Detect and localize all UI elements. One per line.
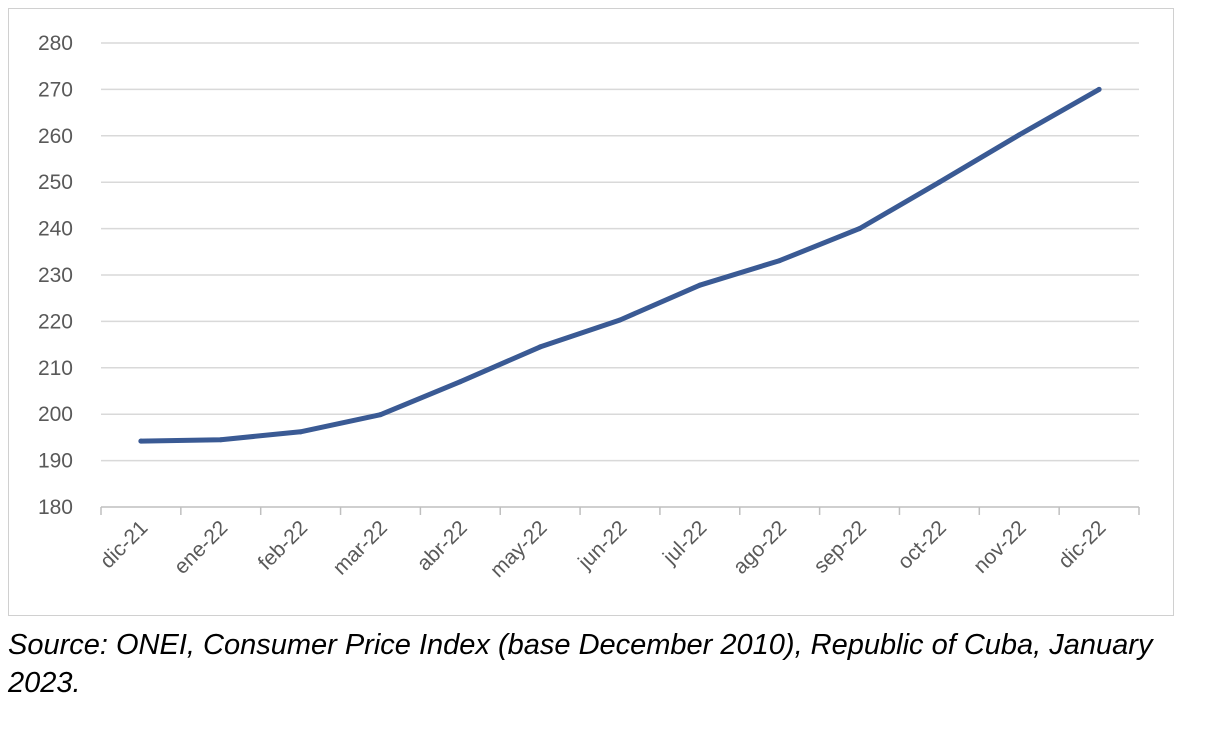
data-point-ene-22 <box>218 437 224 443</box>
series-line-0 <box>138 86 1102 444</box>
x-tick-label-jul-22: jul-22 <box>658 516 711 569</box>
source-caption: Source: ONEI, Consumer Price Index (base… <box>8 629 1153 699</box>
series <box>138 86 1102 444</box>
data-point-may-22 <box>537 344 543 350</box>
x-tick-label-feb-22: feb-22 <box>254 516 312 574</box>
y-tick-label-210: 210 <box>38 357 73 380</box>
y-tick-label-180: 180 <box>38 496 73 519</box>
data-point-abr-22 <box>457 379 463 385</box>
x-tick-label-dic-21: dic-21 <box>96 516 153 573</box>
x-axis-tick-labels: dic-21 ene-22 feb-22 mar-22 abr-22 may-22 jun-… <box>96 516 1111 582</box>
x-tick-label-ago-22: ago-22 <box>729 516 792 579</box>
x-tick-label-jun-22: jun-22 <box>573 516 631 574</box>
chart-frame: 180 190 200 210 220 230 240 250 260 270 280 dic-21… <box>8 8 1174 616</box>
data-point-nov-22 <box>1016 132 1022 138</box>
x-tick-label-may-22: may-22 <box>486 516 552 582</box>
y-tick-label-250: 250 <box>38 171 73 194</box>
y-tick-label-220: 220 <box>38 310 73 333</box>
y-tick-label-200: 200 <box>38 403 73 426</box>
x-tick-label-sep-22: sep-22 <box>809 516 871 578</box>
x-tick-label-oct-22: oct-22 <box>893 516 951 574</box>
x-axis <box>100 506 1140 515</box>
y-tick-label-190: 190 <box>38 450 73 473</box>
x-tick-label-abr-22: abr-22 <box>413 516 472 575</box>
x-tick-label-dic-22: dic-22 <box>1054 516 1111 573</box>
y-tick-label-240: 240 <box>38 218 73 241</box>
x-tick-label-mar-22: mar-22 <box>329 516 392 579</box>
gridlines <box>101 42 1139 462</box>
data-point-dic-21 <box>138 438 144 444</box>
data-point-feb-22 <box>298 429 304 435</box>
x-tick-label-ene-22: ene-22 <box>170 516 233 579</box>
data-point-jun-22 <box>617 317 623 323</box>
data-point-ago-22 <box>777 258 783 264</box>
line-chart: 180 190 200 210 220 230 240 250 260 270 280 dic-21… <box>38 32 1140 582</box>
y-tick-label-260: 260 <box>38 125 73 148</box>
data-point-mar-22 <box>377 412 383 418</box>
y-tick-label-230: 230 <box>38 264 73 287</box>
y-tick-label-270: 270 <box>38 78 73 101</box>
data-point-jul-22 <box>697 282 703 288</box>
y-axis-tick-labels: 180 190 200 210 220 230 240 250 260 270 280 <box>38 32 73 519</box>
data-point-sep-22 <box>857 226 863 232</box>
data-point-oct-22 <box>936 179 942 185</box>
x-tick-label-nov-22: nov-22 <box>969 516 1031 578</box>
data-point-dic-22 <box>1096 86 1102 92</box>
y-tick-label-280: 280 <box>38 32 73 55</box>
